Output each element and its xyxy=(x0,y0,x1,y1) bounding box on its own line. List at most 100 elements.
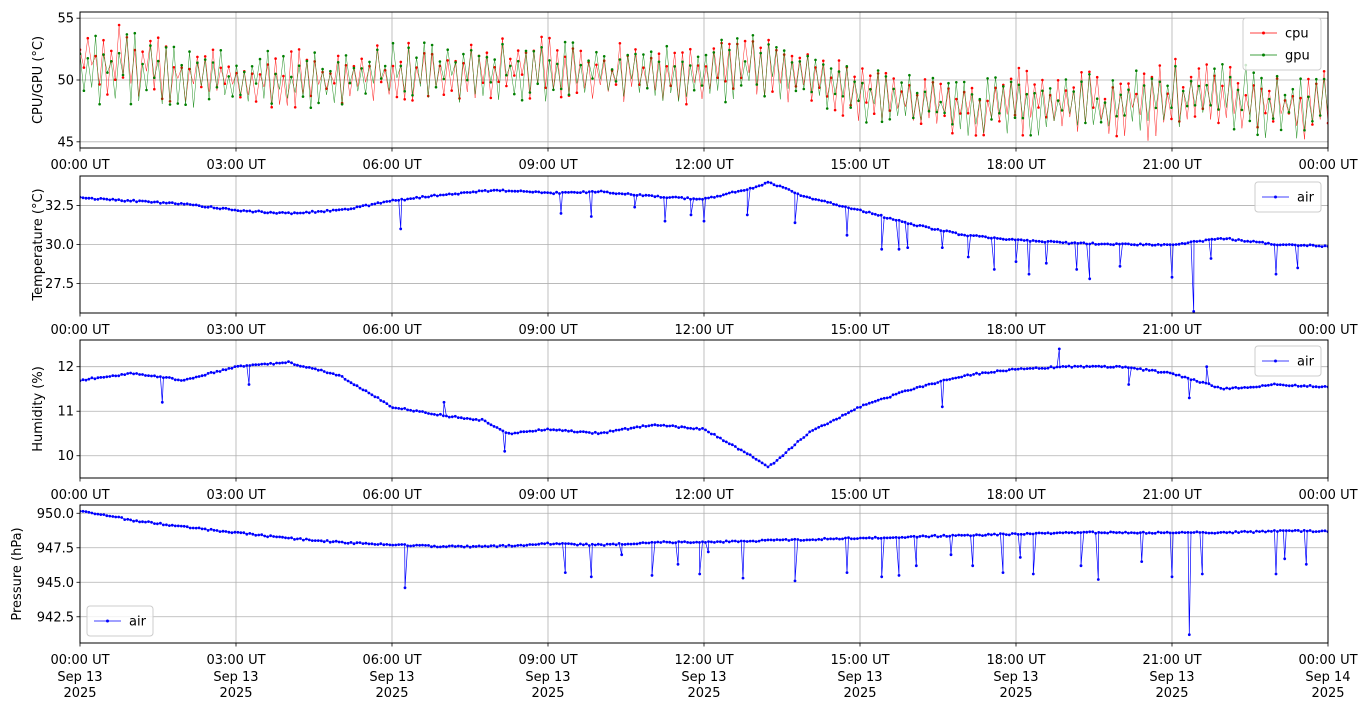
series-gpu-point xyxy=(524,49,528,53)
series-air-point xyxy=(864,536,868,540)
series-air-point xyxy=(447,192,451,196)
series-air-point xyxy=(144,374,147,377)
series-air-point xyxy=(1091,241,1095,245)
series-gpu-point xyxy=(556,62,559,66)
series-air-point xyxy=(1168,531,1172,535)
series-air-point xyxy=(1317,530,1321,533)
series-gpu-point xyxy=(1213,67,1216,70)
series-air-point xyxy=(811,538,815,541)
series-air-point xyxy=(1085,530,1089,534)
series-gpu-point xyxy=(912,116,915,120)
series-cpu-point xyxy=(196,55,199,59)
series-air-point xyxy=(1067,242,1071,246)
series-air-point xyxy=(1237,238,1240,241)
series-air-point xyxy=(388,404,392,408)
series-gpu-point xyxy=(825,107,829,110)
series-air-point xyxy=(775,538,779,541)
series-gpu-point xyxy=(364,92,367,95)
plot-area xyxy=(80,23,1328,141)
series-air-point xyxy=(1136,531,1139,535)
series-air-point xyxy=(459,416,463,420)
series-air-point xyxy=(1180,242,1184,245)
series-air-point xyxy=(999,532,1002,535)
series-cpu-point xyxy=(939,82,942,86)
series-air-point xyxy=(87,510,91,514)
series-air-point xyxy=(766,538,770,542)
series-air-point xyxy=(111,374,115,377)
series-air-point xyxy=(1139,531,1142,535)
series-air-point xyxy=(638,541,642,545)
series-air-point xyxy=(233,530,237,534)
series-air-point xyxy=(525,543,529,547)
series-air-point xyxy=(1046,531,1050,535)
series-air-point xyxy=(153,522,156,525)
series-cpu-point xyxy=(1264,111,1267,115)
series-air-point xyxy=(388,543,392,547)
series-cpu-point xyxy=(998,120,1001,123)
series-air-point xyxy=(1037,367,1041,370)
series-air-point xyxy=(704,541,707,544)
series-air-point xyxy=(674,195,678,199)
series-air-point xyxy=(930,227,934,231)
series-air-point xyxy=(1180,530,1184,534)
x-tick-label: 09:00 UT xyxy=(518,323,577,338)
series-air-point xyxy=(1287,384,1291,388)
series-air-point xyxy=(611,429,615,433)
series-air-point xyxy=(1031,532,1035,536)
series-air-point xyxy=(340,375,344,378)
series-air-point xyxy=(1025,238,1029,242)
series-gpu-point xyxy=(403,90,407,93)
series-air-point xyxy=(927,382,931,386)
series-gpu-point xyxy=(876,69,880,72)
series-gpu-point xyxy=(869,87,872,91)
series-air-point xyxy=(1222,530,1226,534)
series-cpu-point xyxy=(489,96,493,100)
series-air-point xyxy=(200,527,204,531)
series-air-point xyxy=(141,373,144,376)
series-cpu-point xyxy=(833,108,837,112)
series-air-point xyxy=(355,541,359,545)
series-air-point xyxy=(257,363,261,366)
series-air-point xyxy=(1070,365,1074,369)
series-air-point xyxy=(909,388,913,392)
series-air-point xyxy=(716,435,719,439)
series-air-point xyxy=(382,200,386,204)
series-air-point xyxy=(346,541,350,545)
series-gpu-point xyxy=(951,123,954,126)
series-gpu-point xyxy=(579,63,583,67)
series-air-point xyxy=(897,391,901,395)
series-cpu-point xyxy=(239,95,242,99)
x-tick-label: 06:00 UT xyxy=(362,158,421,173)
series-air-point xyxy=(165,523,168,527)
series-air-point xyxy=(564,428,567,432)
series-air-point xyxy=(1001,532,1005,536)
series-gpu-point xyxy=(301,95,305,98)
series-air-point xyxy=(93,377,97,381)
series-gpu-point xyxy=(415,56,418,59)
series-air-point xyxy=(403,543,407,546)
series-air-point xyxy=(805,195,809,199)
series-air-point xyxy=(689,213,693,217)
x-date-label: Sep 13 xyxy=(213,670,258,685)
series-gpu-point xyxy=(849,106,852,109)
series-air-point xyxy=(796,440,800,443)
series-air-point xyxy=(617,192,621,195)
series-air-point xyxy=(975,533,978,537)
series-cpu-point xyxy=(1072,86,1075,89)
series-air-point xyxy=(123,199,127,203)
series-air-point xyxy=(242,209,246,212)
series-air-point xyxy=(772,461,776,465)
series-air-point xyxy=(1115,364,1118,368)
series-cpu-point xyxy=(1228,65,1232,69)
series-air-point xyxy=(1094,531,1098,535)
series-air-point xyxy=(897,574,901,577)
series-air-point xyxy=(912,387,916,391)
x-date-label: Sep 13 xyxy=(369,670,414,685)
series-gpu-point xyxy=(1299,77,1302,80)
series-cpu-point xyxy=(810,99,813,102)
series-air-point xyxy=(1320,529,1324,533)
series-air-point xyxy=(1284,529,1288,533)
series-air-point xyxy=(322,540,326,544)
series-gpu-point xyxy=(720,38,723,42)
series-air-point xyxy=(194,526,198,530)
